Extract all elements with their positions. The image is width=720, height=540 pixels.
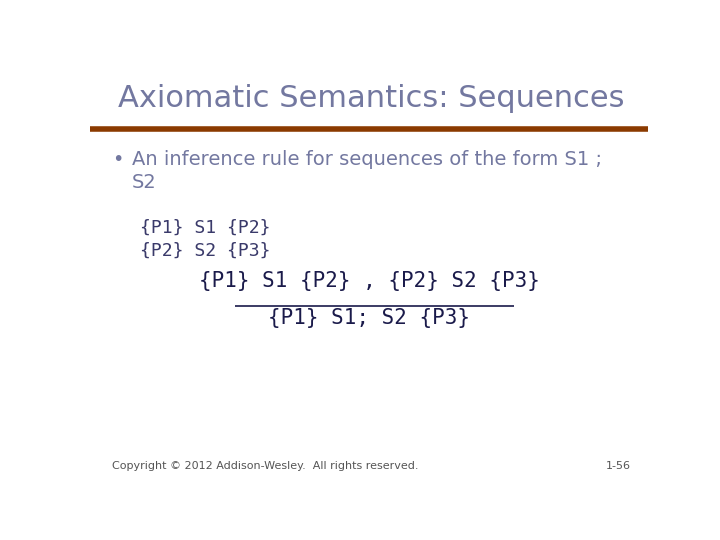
- Text: {P1} S1 {P2} , {P2} S2 {P3}: {P1} S1 {P2} , {P2} S2 {P3}: [199, 272, 539, 292]
- Text: An inference rule for sequences of the form S1 ;: An inference rule for sequences of the f…: [132, 150, 602, 169]
- Text: Copyright © 2012 Addison-Wesley.  All rights reserved.: Copyright © 2012 Addison-Wesley. All rig…: [112, 462, 419, 471]
- Text: Axiomatic Semantics: Sequences: Axiomatic Semantics: Sequences: [118, 84, 624, 112]
- Text: S2: S2: [132, 173, 157, 192]
- Text: 1-56: 1-56: [606, 462, 631, 471]
- Text: {P2} S2 {P3}: {P2} S2 {P3}: [140, 241, 271, 260]
- Text: {P1} S1 {P2}: {P1} S1 {P2}: [140, 219, 271, 237]
- Text: {P1} S1; S2 {P3}: {P1} S1; S2 {P3}: [268, 308, 470, 328]
- Text: •: •: [112, 150, 124, 169]
